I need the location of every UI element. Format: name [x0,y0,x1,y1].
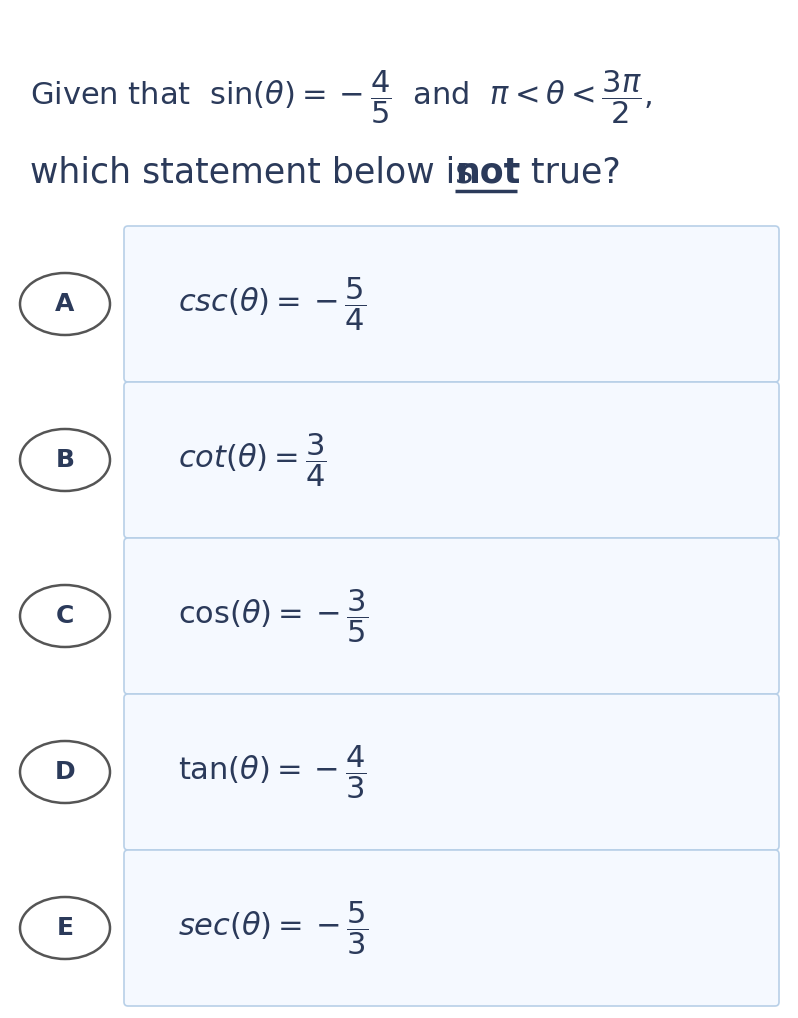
Text: C: C [56,604,74,628]
FancyBboxPatch shape [124,538,779,694]
Text: $\mathrm{cos}(\theta) = -\dfrac{3}{5}$: $\mathrm{cos}(\theta) = -\dfrac{3}{5}$ [178,587,368,644]
Text: D: D [55,760,75,784]
Ellipse shape [20,897,110,959]
FancyBboxPatch shape [124,226,779,382]
Ellipse shape [20,273,110,335]
Text: $\mathit{csc}(\theta) = -\dfrac{5}{4}$: $\mathit{csc}(\theta) = -\dfrac{5}{4}$ [178,275,366,333]
FancyBboxPatch shape [124,382,779,538]
Text: which statement below is: which statement below is [30,155,484,189]
FancyBboxPatch shape [124,850,779,1006]
Text: A: A [55,292,75,316]
Ellipse shape [20,429,110,491]
Text: $\mathit{cot}(\theta) = \dfrac{3}{4}$: $\mathit{cot}(\theta) = \dfrac{3}{4}$ [178,432,326,489]
Ellipse shape [20,741,110,803]
Text: not: not [455,155,520,189]
Text: B: B [56,448,74,472]
Text: $\mathit{sec}(\theta) = -\dfrac{5}{3}$: $\mathit{sec}(\theta) = -\dfrac{5}{3}$ [178,899,368,957]
FancyBboxPatch shape [124,694,779,850]
Text: E: E [57,916,73,940]
Text: $\mathrm{tan}(\theta) = -\dfrac{4}{3}$: $\mathrm{tan}(\theta) = -\dfrac{4}{3}$ [178,743,367,801]
Text: true?: true? [520,155,621,189]
Ellipse shape [20,585,110,647]
Text: Given that  $\mathregular{sin}(\theta) = -\dfrac{4}{5}$  and  $\pi < \theta < \d: Given that $\mathregular{sin}(\theta) = … [30,68,652,125]
